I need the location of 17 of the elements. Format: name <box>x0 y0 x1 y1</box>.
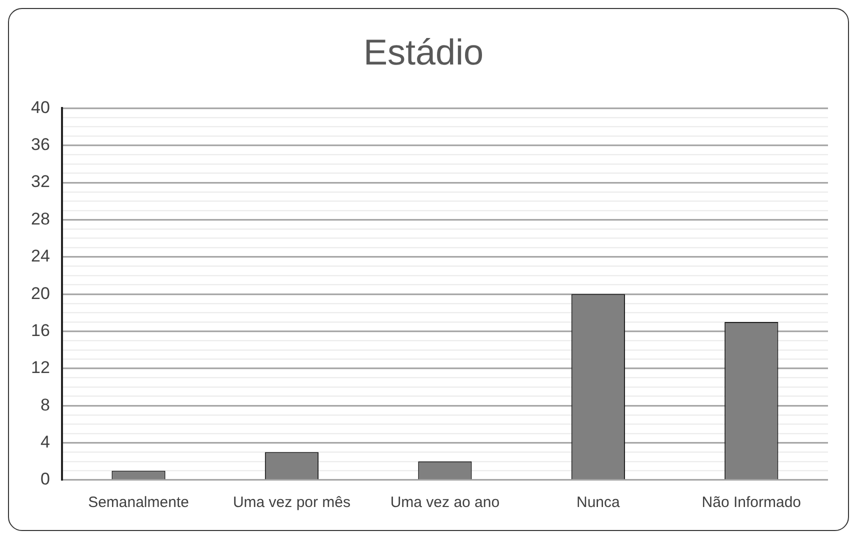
x-tick-label: Nunca <box>576 494 621 512</box>
y-tick-label: 32 <box>30 172 50 192</box>
chart-title: Estádio <box>363 32 484 73</box>
x-tick-label: Não Informado <box>702 494 802 512</box>
y-tick-label: 12 <box>30 358 50 378</box>
y-tick-label: 0 <box>40 470 50 489</box>
x-tick-label: Uma vez ao ano <box>390 494 500 512</box>
y-tick-label: 24 <box>30 246 50 266</box>
x-tick-label: Semanalmente <box>88 494 189 512</box>
y-tick-label: 28 <box>30 209 50 228</box>
y-tick-label: 4 <box>40 432 50 452</box>
y-tick-label: 8 <box>40 395 50 414</box>
y-tick-label: 16 <box>30 320 50 340</box>
y-tick-label: 40 <box>30 98 50 117</box>
y-tick-label: 20 <box>30 284 50 303</box>
x-tick-label: Uma vez por mês <box>232 494 351 512</box>
y-tick-label: 36 <box>30 135 50 154</box>
